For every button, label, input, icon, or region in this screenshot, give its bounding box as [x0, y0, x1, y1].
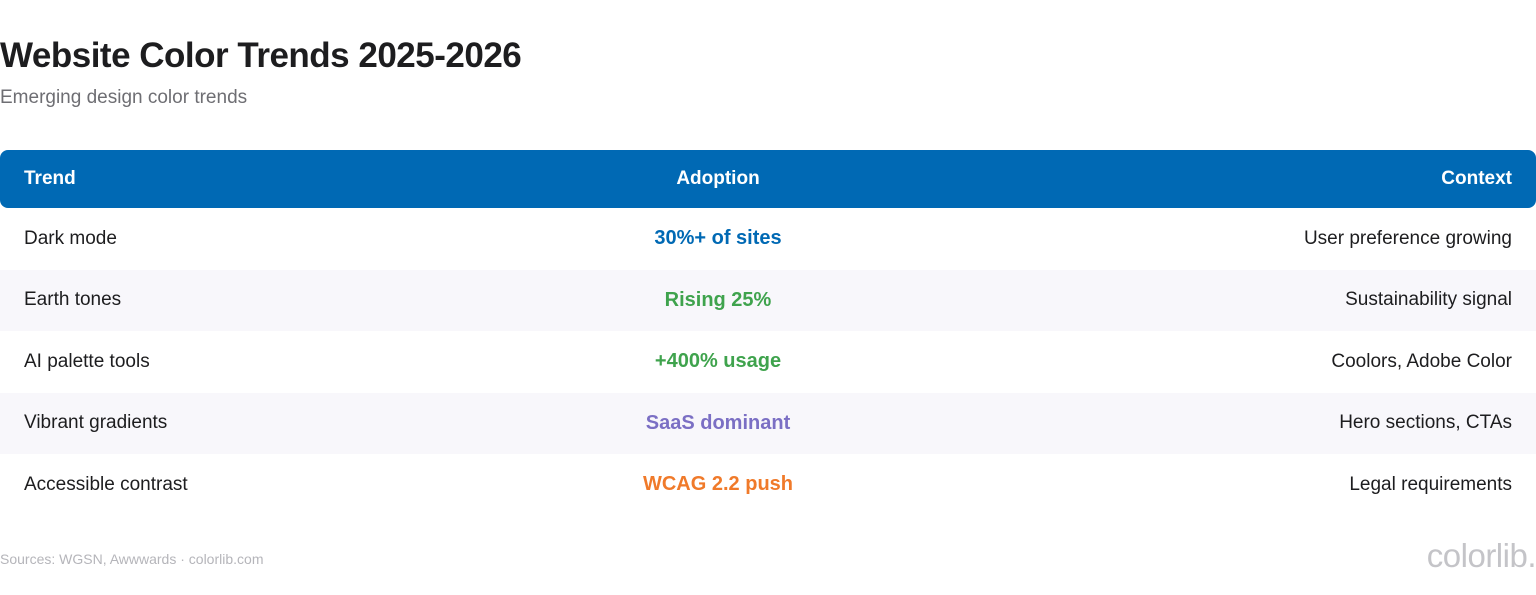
context-cell: Hero sections, CTAs — [1339, 412, 1512, 434]
trend-cell: Earth tones — [24, 289, 122, 311]
adoption-cell: 30%+ of sites — [654, 227, 782, 250]
table-row: Earth tones Rising 25% Sustainability si… — [0, 269, 1536, 331]
table-row: Vibrant gradients SaaS dominant Hero sec… — [0, 392, 1536, 454]
colorlib-logo: colorlib. — [1426, 537, 1536, 574]
trend-cell: Accessible contrast — [24, 473, 188, 495]
page-title: Website Color Trends 2025-2026 — [0, 36, 522, 75]
context-cell: Coolors, Adobe Color — [1331, 350, 1512, 372]
trends-table: Trend Adoption Context Dark mode 30%+ of… — [0, 150, 1536, 516]
table-row: Accessible contrast WCAG 2.2 push Legal … — [0, 454, 1536, 516]
trend-cell: Dark mode — [24, 227, 117, 249]
page-subtitle: Emerging design color trends — [0, 87, 248, 108]
table-header: Trend Adoption Context — [0, 150, 1536, 208]
context-cell: Legal requirements — [1349, 473, 1512, 495]
trend-cell: Vibrant gradients — [24, 412, 168, 434]
column-header-trend: Trend — [24, 168, 76, 189]
adoption-cell: +400% usage — [654, 350, 782, 373]
adoption-cell: Rising 25% — [664, 288, 772, 311]
adoption-cell: SaaS dominant — [645, 411, 791, 434]
trend-cell: AI palette tools — [24, 350, 150, 372]
table-row: Dark mode 30%+ of sites User preference … — [0, 208, 1536, 270]
column-header-adoption: Adoption — [676, 168, 760, 189]
context-cell: User preference growing — [1303, 227, 1512, 249]
column-header-context: Context — [1441, 168, 1512, 189]
context-cell: Sustainability signal — [1345, 289, 1512, 311]
sources-note: Sources: WGSN, Awwwards · colorlib.com — [0, 551, 264, 567]
adoption-cell: WCAG 2.2 push — [642, 473, 793, 496]
table-row: AI palette tools +400% usage Coolors, Ad… — [0, 331, 1536, 393]
